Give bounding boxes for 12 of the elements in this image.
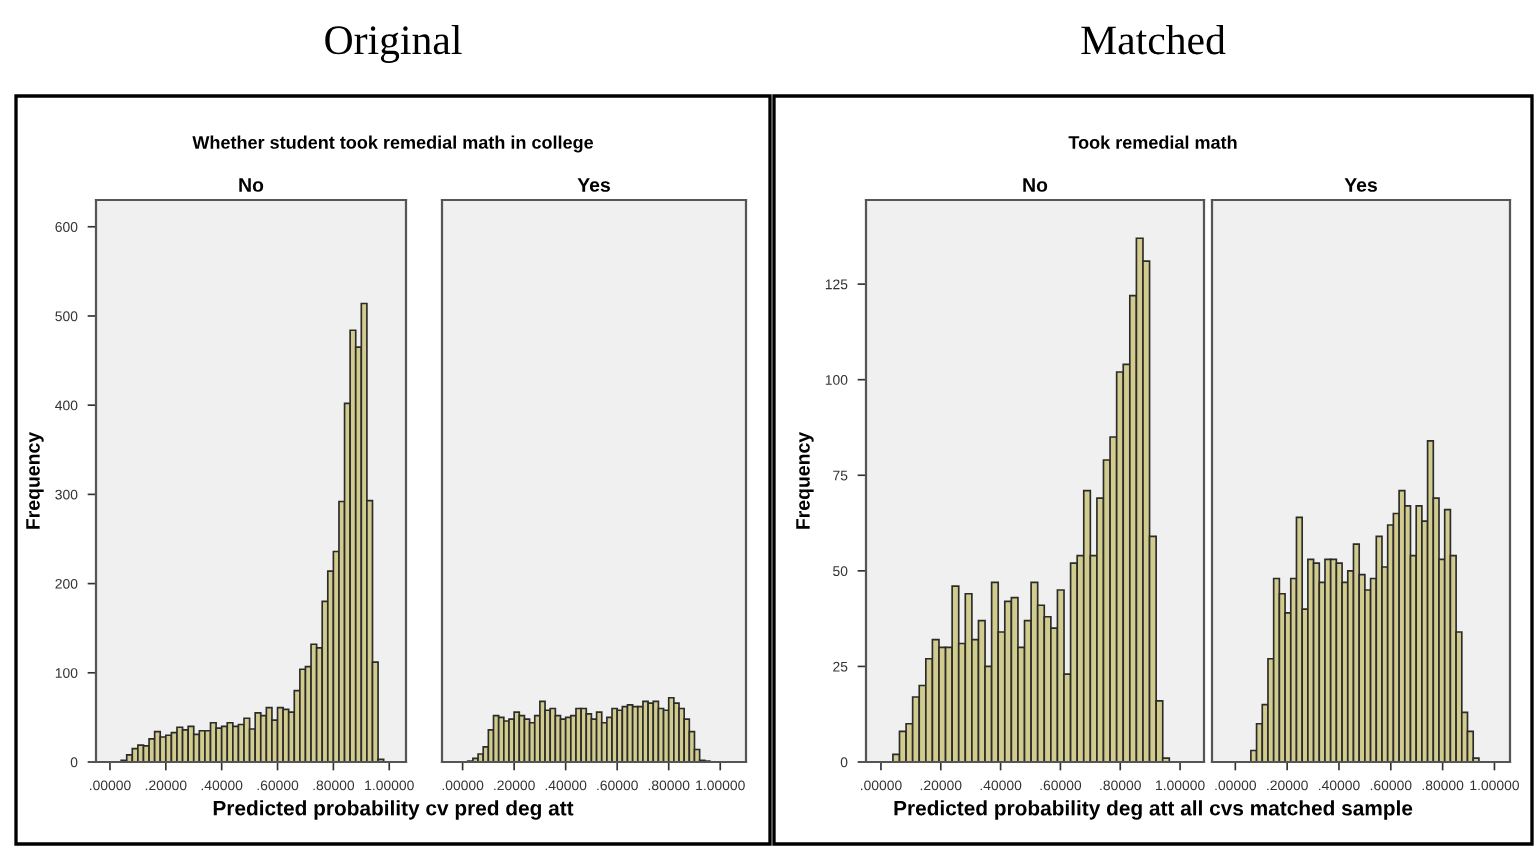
y-axis-title: Frequency — [796, 431, 814, 529]
text: Matched — [1081, 25, 1226, 55]
chart-title: Whether student took remedial math in college — [192, 135, 594, 153]
y-axis-title: Frequency — [26, 431, 44, 529]
chart-subtitle: No — [239, 178, 264, 192]
x-axis-title: Predicted probability deg att all cvs matched sample — [894, 800, 1413, 820]
text: Original — [325, 25, 462, 63]
x-axis-title: Predicted probability cv pred deg att — [213, 800, 574, 820]
chart-subtitle: Yes — [1344, 178, 1377, 192]
chart-title: Took remedial math — [1068, 135, 1237, 149]
chart-subtitle: Yes — [577, 178, 610, 192]
chart-subtitle: No — [1023, 178, 1048, 192]
